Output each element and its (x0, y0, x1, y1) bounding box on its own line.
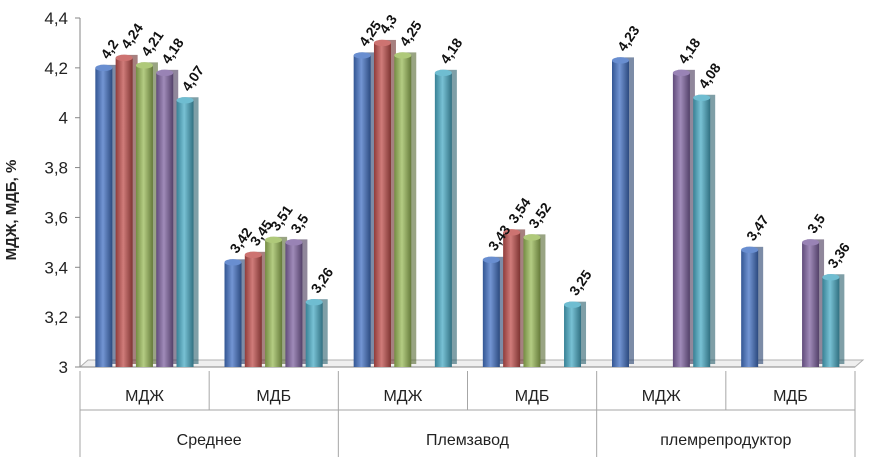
category-label: МДБ (256, 388, 291, 405)
bar (503, 232, 521, 367)
bar (244, 254, 262, 367)
data-labels: 4,24,244,214,184,073,423,453,513,53,264,… (97, 11, 853, 298)
bar (523, 237, 541, 367)
y-tick-label: 3 (59, 358, 68, 377)
category-label: МДБ (515, 388, 550, 405)
bar-top (176, 97, 194, 104)
bar-top (482, 256, 500, 264)
group-label: Среднее (177, 432, 242, 449)
bar-top (523, 234, 541, 241)
bar-top (115, 54, 133, 62)
bar-top (693, 94, 711, 101)
bar-top (612, 57, 629, 64)
y-tick-label: 3,8 (44, 159, 68, 178)
data-label: 3,5 (804, 211, 828, 236)
category-label: МДЖ (642, 388, 681, 405)
bar-top (95, 64, 113, 72)
bar (394, 55, 412, 368)
bar-top (373, 39, 391, 47)
bar (564, 304, 582, 367)
bar (285, 242, 303, 367)
data-label: 4,25 (396, 17, 425, 49)
bar (156, 72, 174, 367)
bar-top (224, 259, 242, 266)
bar-top (741, 246, 759, 254)
bar-top (265, 236, 283, 244)
bar-top (503, 229, 521, 236)
y-axis-label: МДЖ, МДБ, % (3, 160, 20, 261)
bar (672, 72, 690, 367)
bar (612, 60, 629, 367)
data-label: 3,47 (743, 212, 772, 244)
data-label: 4,08 (695, 60, 724, 92)
data-label: 4,18 (437, 35, 466, 67)
bar (693, 97, 711, 368)
y-tick-label: 4,4 (44, 9, 68, 28)
data-label: 3,25 (566, 267, 595, 299)
data-label: 4,23 (614, 22, 643, 54)
category-label: МДЖ (383, 388, 422, 405)
group-label: племрепродуктор (660, 432, 791, 449)
data-label: 4,07 (178, 62, 207, 94)
bar-top (156, 69, 174, 77)
bar (741, 249, 759, 367)
group-label: Племзавод (426, 432, 510, 449)
bar-top (353, 52, 371, 59)
bar-top (135, 62, 153, 69)
bar (135, 65, 153, 367)
bar (305, 302, 323, 367)
bar-top (672, 69, 690, 77)
y-tick-label: 3,2 (44, 308, 68, 327)
bar-top (822, 274, 840, 281)
y-tick-label: 4,2 (44, 59, 68, 78)
data-label: 3,26 (308, 264, 337, 296)
bar (176, 100, 194, 367)
bar (265, 239, 283, 367)
bar-top (244, 251, 262, 259)
bar (373, 42, 391, 368)
bar-top (394, 52, 412, 59)
bar-top (564, 301, 582, 308)
y-tick-label: 3,6 (44, 208, 68, 227)
data-label: 4,18 (675, 35, 704, 67)
bars (95, 39, 845, 368)
bar (224, 262, 242, 367)
category-labels: МДЖ МДБ Среднее МДЖ МДБ Племзавод МДЖ МДБ племре… (79, 371, 856, 457)
bar (115, 57, 133, 368)
bar (353, 55, 371, 368)
y-tick-label: 4 (59, 109, 68, 128)
bar (95, 67, 113, 367)
bar-top (802, 239, 820, 246)
bar-top (305, 298, 323, 306)
y-tick-label: 3,4 (44, 258, 68, 277)
bar (482, 259, 500, 367)
data-label: 3,36 (824, 239, 853, 271)
bar (802, 242, 820, 367)
category-label: МДЖ (125, 388, 164, 405)
category-label: МДБ (773, 388, 808, 405)
bar-top (434, 69, 452, 77)
bar (434, 72, 452, 367)
bar (822, 277, 840, 367)
y-tick-labels: 3 3,2 3,4 3,6 3,8 4 4,2 4,4 (44, 9, 80, 377)
bar-top (285, 239, 303, 246)
